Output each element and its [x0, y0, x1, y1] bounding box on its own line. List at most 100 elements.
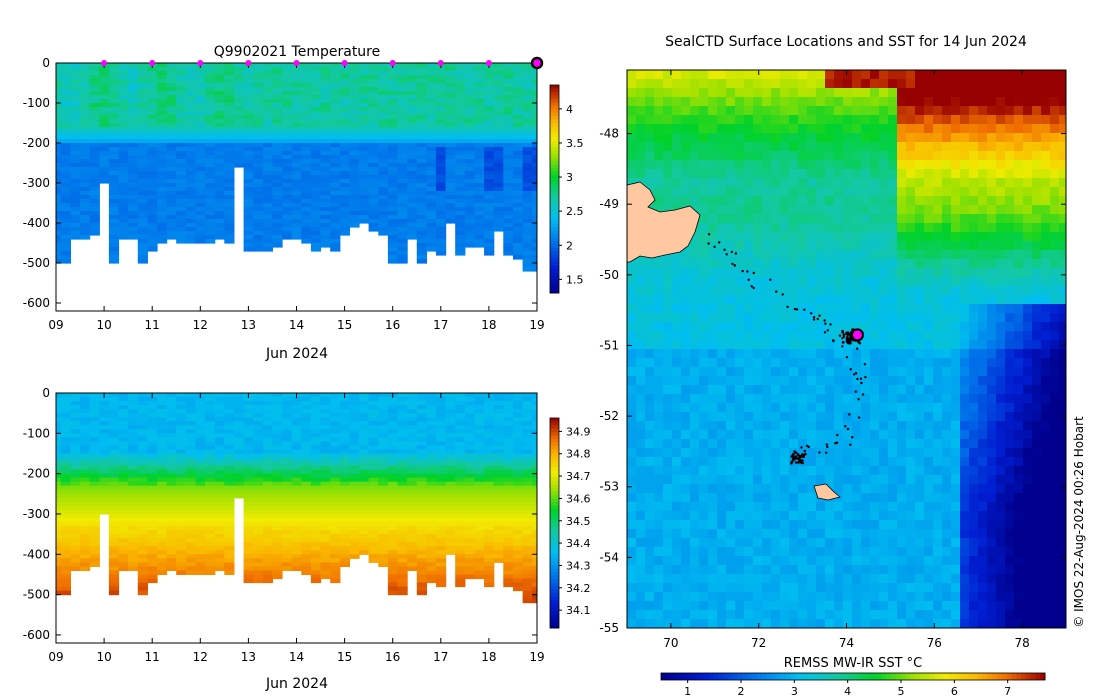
salinity-cell [339, 509, 350, 515]
salinity-cell [493, 477, 504, 483]
temperature-cell [253, 215, 264, 220]
temperature-cell [89, 99, 100, 104]
salinity-cell [339, 534, 350, 539]
salinity-cell [185, 417, 197, 422]
salinity-cell [426, 413, 437, 418]
salinity-cell [301, 497, 312, 503]
temperature-cell [243, 211, 254, 216]
temperature-cell [243, 231, 254, 236]
temperature-cell [80, 167, 91, 172]
salinity-cell [282, 397, 293, 402]
temperature-cell [484, 87, 495, 92]
salinity-cell [301, 393, 312, 398]
temperature-cell [99, 111, 110, 116]
salinity-cell [214, 433, 225, 438]
temperature-cell [513, 231, 524, 236]
salinity-cell [128, 433, 139, 438]
temperature-cell [176, 231, 187, 236]
temperature-cell [464, 207, 476, 212]
temperature-cell [339, 195, 350, 200]
salinity-cell [339, 558, 350, 563]
salinity-colorbar-swatch [550, 449, 559, 454]
temperature-cell [205, 135, 216, 140]
temperature-cell [445, 139, 456, 144]
salinity-cell [262, 538, 273, 543]
salinity-cell [56, 493, 62, 499]
temperature-cell [262, 139, 273, 144]
salinity-cell [455, 522, 466, 527]
temperature-cell [282, 103, 293, 108]
salinity-cell [224, 441, 235, 446]
salinity-cell [214, 429, 225, 434]
salinity-cell [185, 570, 197, 575]
salinity-cell [234, 405, 245, 410]
temperature-cell [407, 143, 418, 148]
salinity-cell [493, 473, 504, 479]
temperature-cell [205, 179, 216, 184]
temperature-cell [445, 123, 456, 128]
salinity-cell [397, 574, 408, 580]
temperature-cell [185, 67, 197, 72]
temperature-cell [445, 107, 456, 112]
temperature-cell [70, 99, 81, 104]
temperature-cell [243, 99, 254, 104]
temperature-cell [301, 155, 312, 160]
salinity-cell [272, 401, 283, 406]
temperature-cell [387, 243, 399, 248]
temperature-cell [262, 247, 273, 252]
salinity-cell [426, 397, 437, 402]
salinity-cell [128, 481, 139, 487]
salinity-cell [108, 530, 120, 535]
temperature-cell [128, 143, 139, 148]
temperature-cell [147, 211, 158, 216]
temperature-colorbar-swatch [550, 258, 559, 263]
temperature-cell [166, 159, 177, 164]
temperature-colorbar-tick-label: 4 [566, 103, 573, 116]
salinity-cell [301, 441, 312, 446]
salinity-cell [378, 530, 389, 535]
salinity-cell [426, 530, 437, 535]
temperature-cell [464, 91, 476, 96]
salinity-x-axis: 09 10 11 12 13 14 15 16 17 18 19 [48, 393, 545, 664]
temperature-cell [339, 227, 350, 232]
salinity-cell [70, 534, 81, 539]
salinity-cell [455, 546, 466, 551]
temperature-cell [205, 219, 216, 224]
temperature-cell [426, 75, 437, 80]
salinity-cell [214, 530, 225, 535]
salinity-cell [89, 481, 100, 487]
temperature-x-tick-label: 11 [145, 318, 160, 332]
temperature-cell [108, 187, 120, 192]
salinity-cell [464, 449, 476, 455]
salinity-colorbar-swatch [550, 537, 559, 541]
salinity-cell [464, 473, 476, 479]
salinity-cell [522, 522, 533, 527]
temperature-cell [464, 63, 476, 68]
salinity-cell [349, 497, 360, 503]
salinity-cell [320, 505, 331, 511]
salinity-cell [70, 461, 81, 467]
temperature-cell [522, 99, 533, 104]
temperature-cell [80, 95, 91, 100]
temperature-cell [99, 79, 110, 84]
salinity-cell [205, 570, 216, 575]
salinity-cell [368, 530, 379, 535]
temperature-cell [359, 127, 370, 132]
salinity-cell [205, 469, 216, 475]
temperature-cell [108, 167, 120, 172]
temperature-colorbar-swatch [550, 171, 559, 176]
temperature-cell [224, 151, 235, 156]
temperature-cell [349, 63, 360, 68]
salinity-cell [455, 534, 466, 539]
salinity-cell [157, 505, 168, 511]
salinity-cell [301, 538, 312, 543]
salinity-cell [436, 522, 447, 527]
salinity-cell [407, 481, 418, 487]
temperature-cell [108, 139, 120, 144]
temperature-surface-markers [101, 56, 544, 70]
salinity-cell [272, 546, 283, 551]
salinity-cell [330, 489, 341, 495]
temperature-cell [484, 95, 495, 100]
temperature-cell [137, 251, 148, 256]
temperature-cell [128, 119, 139, 124]
